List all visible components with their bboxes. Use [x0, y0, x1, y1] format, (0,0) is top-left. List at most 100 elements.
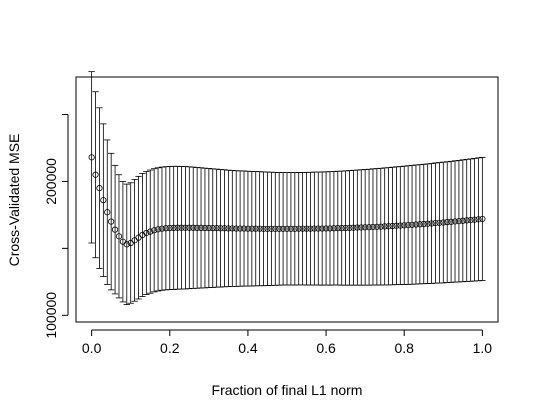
error-bar [330, 171, 338, 286]
data-point [424, 220, 431, 227]
error-bar [233, 170, 240, 287]
data-point [229, 225, 236, 232]
error-bar [338, 170, 345, 286]
error-bar [229, 170, 236, 287]
y-tick-label: 200000 [43, 158, 59, 205]
data-point [115, 233, 123, 240]
data-point [178, 224, 185, 231]
error-bar [178, 166, 185, 290]
data-point [248, 225, 255, 232]
error-bar [303, 171, 310, 286]
error-bar [315, 171, 322, 286]
error-bar [401, 165, 408, 285]
data-point [194, 224, 201, 231]
data-point [197, 224, 205, 231]
data-point [233, 225, 240, 232]
x-axis: 0.0 0.2 0.4 0.6 0.8 1.0 [82, 329, 493, 356]
data-point [256, 225, 263, 232]
error-bar [459, 159, 467, 283]
data-point [412, 221, 420, 228]
error-bar [318, 171, 326, 286]
error-bar [264, 171, 271, 286]
data-point [213, 225, 220, 232]
error-bar [420, 163, 427, 285]
data-point [283, 225, 291, 232]
data-point [416, 221, 423, 228]
x-tick-label: 0.4 [238, 340, 258, 356]
data-point [338, 225, 345, 232]
error-bar [115, 174, 123, 299]
data-point [217, 225, 224, 232]
error-bar [209, 168, 216, 288]
data-point [440, 219, 447, 226]
data-point [401, 222, 408, 229]
data-point [225, 225, 232, 232]
data-point [147, 228, 154, 235]
error-bar [174, 165, 181, 290]
data-point [100, 197, 107, 204]
error-bar [381, 167, 388, 286]
data-point [455, 218, 463, 225]
data-point [151, 227, 158, 234]
data-point [471, 216, 478, 223]
error-bar [358, 169, 365, 286]
data-point [475, 216, 482, 223]
error-bar [236, 170, 244, 287]
error-bar [326, 171, 334, 286]
data-point [397, 222, 404, 229]
x-tick-label: 0.6 [316, 340, 336, 356]
data-point [307, 225, 314, 232]
error-bar [424, 163, 431, 284]
x-tick-label: 1.0 [473, 340, 493, 356]
error-bar [404, 165, 412, 285]
data-point [174, 224, 181, 231]
y-axis-label: Cross-Validated MSE [6, 134, 22, 267]
error-bar [166, 166, 173, 291]
data-point [162, 225, 169, 232]
error-bar [158, 166, 166, 291]
data-point [291, 225, 298, 232]
data-point [190, 224, 197, 231]
error-bar [346, 170, 353, 286]
error-bar [451, 160, 459, 283]
data-point [459, 217, 466, 224]
error-bar [275, 172, 283, 286]
data-point [279, 225, 287, 232]
error-bar [135, 175, 142, 300]
data-point [123, 241, 130, 248]
data-points [88, 154, 486, 248]
error-bar [240, 170, 248, 287]
error-bar [186, 166, 193, 290]
data-point [405, 221, 412, 229]
data-point [322, 225, 330, 232]
error-bar [268, 171, 275, 286]
data-point [408, 221, 416, 228]
error-bar [369, 168, 377, 286]
data-point [154, 226, 162, 233]
data-point [221, 225, 228, 232]
error-bar [447, 160, 455, 283]
data-point [96, 185, 103, 192]
error-bar [440, 161, 447, 284]
x-tick-label: 0.8 [394, 340, 414, 356]
data-point [88, 154, 95, 161]
data-point [272, 225, 279, 232]
data-point [315, 225, 322, 232]
data-point [205, 224, 212, 232]
error-bar [197, 167, 205, 289]
error-bar [217, 169, 224, 288]
error-bar [291, 172, 299, 286]
error-bar [193, 167, 201, 289]
error-bar [334, 170, 341, 286]
data-point [311, 225, 318, 232]
error-bar [147, 169, 154, 294]
data-point [182, 224, 189, 231]
error-bar [365, 168, 373, 286]
error-bar [393, 166, 400, 286]
error-bar [373, 168, 381, 286]
error-bar [225, 169, 232, 288]
data-point [139, 231, 146, 239]
data-point [158, 225, 166, 232]
error-bar [104, 139, 111, 285]
error-bar [96, 107, 103, 269]
